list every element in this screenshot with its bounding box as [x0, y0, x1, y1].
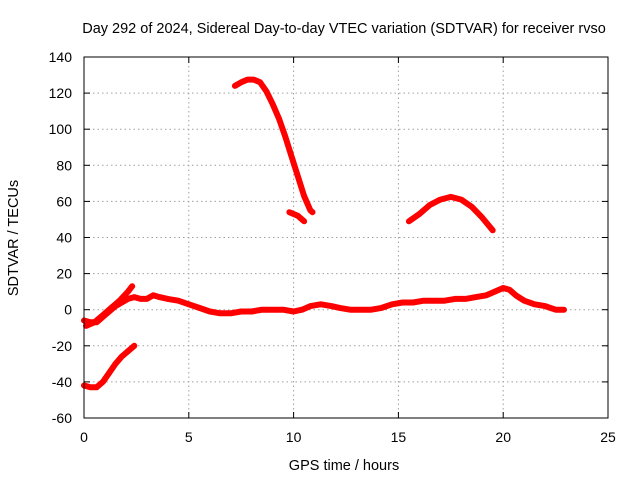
y-tick-label: 140 — [49, 49, 73, 65]
series-main — [81, 285, 567, 326]
plot-frame — [83, 56, 609, 419]
x-tick-label: 5 — [185, 429, 193, 445]
y-tick-label: 100 — [49, 121, 73, 137]
x-tick-label: 15 — [391, 429, 407, 445]
series-arc_high — [231, 76, 316, 216]
series-rise — [83, 283, 136, 329]
y-tick-label: 40 — [56, 230, 72, 246]
series-arc_mid — [405, 193, 496, 234]
tick-labels: 0 5 10 15 20 25 -60 -40 -20 0 20 40 60 80 100 120 140 — [49, 49, 616, 445]
grid — [84, 57, 608, 418]
x-tick-label: 20 — [495, 429, 511, 445]
y-tick-label: -20 — [52, 338, 72, 354]
y-tick-label: 20 — [56, 266, 72, 282]
x-axis-label: GPS time / hours — [289, 458, 399, 474]
x-tick-label: 25 — [600, 429, 616, 445]
chart-title: Day 292 of 2024, Sidereal Day-to-day VTE… — [82, 21, 606, 37]
x-tick-label: 10 — [286, 429, 302, 445]
y-tick-label: 0 — [64, 302, 72, 318]
y-axis-label: SDTVAR / TECUs — [6, 180, 22, 296]
y-tick-label: 120 — [49, 85, 73, 101]
series-group — [81, 76, 567, 391]
y-tick-label: 60 — [56, 193, 72, 209]
y-tick-label: -40 — [52, 374, 72, 390]
x-tick-label: 0 — [80, 429, 88, 445]
series-low — [81, 342, 138, 391]
series-fragment — [286, 209, 308, 225]
y-tick-label: 80 — [56, 157, 72, 173]
y-tick-label: -60 — [52, 410, 72, 426]
